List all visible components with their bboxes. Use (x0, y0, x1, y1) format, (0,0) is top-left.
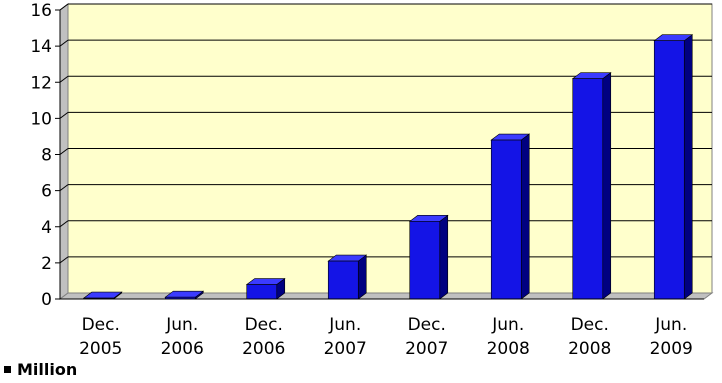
gridline-side (59, 3, 69, 11)
y-tick-label: 14 (30, 37, 52, 57)
legend-label: Million (17, 360, 78, 379)
y-tick-label: 8 (41, 146, 52, 166)
bar-side (520, 133, 530, 300)
x-tick-label-month: Dec. (82, 315, 120, 335)
x-tick-label-month: Dec. (408, 315, 446, 335)
x-tick-label-year: 2006 (242, 339, 285, 359)
gridline-side (59, 75, 69, 83)
x-tick-label-year: 2007 (405, 339, 448, 359)
bar (245, 277, 286, 300)
plot-floor (58, 292, 714, 300)
legend-swatch (4, 366, 11, 373)
bar-front (409, 221, 441, 300)
bar (653, 34, 694, 300)
bar (490, 133, 531, 300)
x-tick-label-month: Jun. (165, 315, 198, 335)
bar-front (653, 40, 685, 300)
y-tick-label: 4 (41, 218, 52, 238)
bar (571, 72, 612, 300)
x-tick-label-month: Jun. (491, 315, 524, 335)
bar-front (572, 78, 604, 300)
x-tick-label-year: 2005 (79, 339, 122, 359)
gridline-side (59, 184, 69, 192)
gridline-side (59, 111, 69, 119)
bar-side (439, 214, 449, 300)
x-tick-label-month: Dec. (571, 315, 609, 335)
y-tick-label: 10 (30, 109, 52, 129)
legend: Million (4, 360, 77, 379)
x-tick-label-month: Dec. (245, 315, 283, 335)
x-tick-label-month: Jun. (654, 315, 687, 335)
bar-side (357, 254, 367, 300)
bar (327, 254, 368, 300)
y-tick-label: 12 (30, 73, 52, 93)
bar-front (490, 139, 522, 300)
gridline-side (59, 148, 69, 155)
x-tick-label-year: 2007 (324, 339, 367, 359)
gridline-side (59, 39, 69, 47)
bar (408, 214, 449, 300)
y-tick-label: 2 (41, 254, 52, 274)
bars (82, 34, 694, 300)
y-axis: 0 2 4 6 8 10 12 14 16 (30, 1, 61, 310)
y-tick-label: 0 (41, 290, 52, 310)
gridline-side (59, 220, 69, 228)
bar-side (602, 72, 612, 300)
plot-area (58, 3, 714, 300)
x-tick-label-month: Jun. (328, 315, 361, 335)
gridline-side (59, 256, 69, 264)
y-tick-label: 16 (30, 1, 52, 21)
y-tick-label: 6 (41, 182, 52, 202)
x-tick-label-year: 2006 (161, 339, 204, 359)
x-axis: Dec. 2005 Jun. 2006 Dec. 2006 Jun. 2007 Dec. 2007… (60, 298, 704, 359)
bar-side (683, 34, 693, 300)
bar-front (327, 260, 359, 300)
x-tick-label-year: 2008 (487, 339, 530, 359)
bar-front (246, 284, 278, 300)
bar (164, 290, 205, 300)
x-tick-label-year: 2009 (650, 339, 693, 359)
x-tick-label-year: 2008 (568, 339, 611, 359)
